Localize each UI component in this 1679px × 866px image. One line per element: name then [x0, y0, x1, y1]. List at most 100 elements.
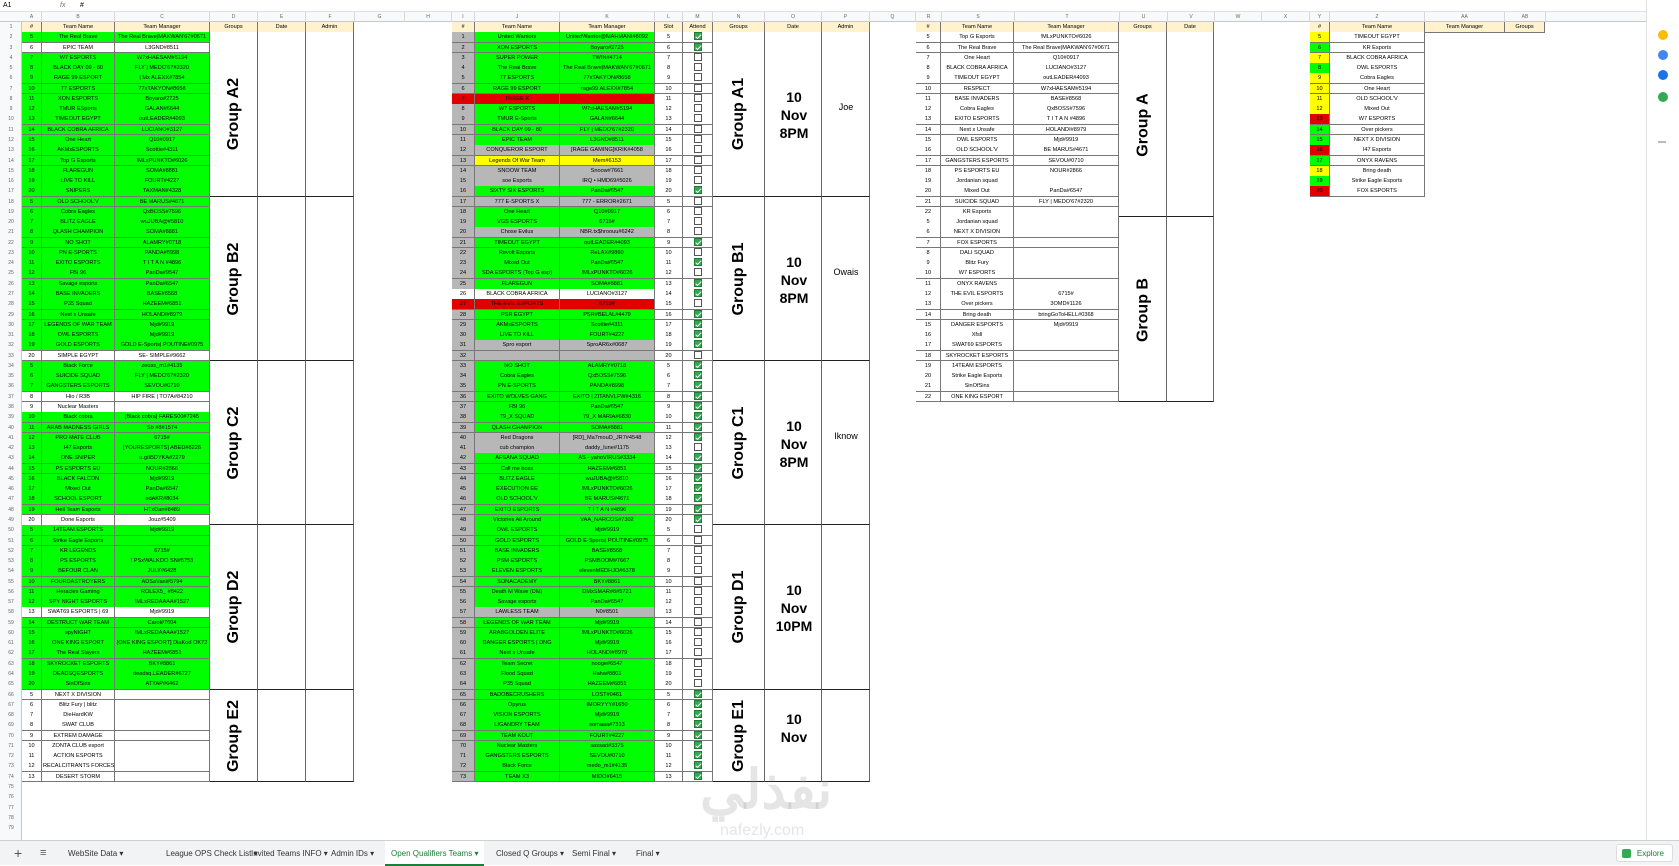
row-header[interactable]: 49 [8, 516, 14, 523]
team-manager[interactable]: HOLANDI#8979 [115, 309, 210, 321]
row-header[interactable]: 65 [8, 681, 14, 688]
row-header[interactable]: 34 [8, 362, 14, 369]
team-name[interactable]: FOX ESPORTS [941, 237, 1014, 249]
team-number[interactable]: 21 [916, 196, 941, 208]
right-header-cell[interactable]: Groups [1119, 22, 1167, 33]
slot-number[interactable]: 21 [452, 237, 475, 249]
team-number[interactable]: 14 [1310, 124, 1330, 136]
checkbox-icon[interactable] [693, 638, 702, 647]
row-header[interactable]: 18 [8, 198, 14, 205]
team-name[interactable]: W7 ESPORTS [475, 104, 560, 115]
attend-checkbox[interactable] [683, 258, 713, 269]
team-manager[interactable]: The Real Brave|MAKWAN'67#0671 [1014, 42, 1119, 54]
team-manager[interactable]: SOMA#8881 [115, 165, 210, 177]
team-number[interactable]: 20 [22, 186, 42, 198]
row-header[interactable]: 12 [8, 136, 14, 143]
group-cell[interactable] [713, 360, 765, 526]
team-name[interactable]: BLACK COBRA AFRICA [1330, 52, 1425, 64]
team-manager[interactable] [1014, 258, 1119, 269]
team-manager[interactable]: sassad#3375 [560, 740, 655, 752]
team-number[interactable]: 14 [22, 289, 42, 300]
row-header[interactable]: 53 [8, 558, 14, 565]
team-name[interactable]: OLD SCHOOL'V [475, 494, 560, 506]
team-manager[interactable]: Boyaro#2725 [115, 93, 210, 105]
team-manager[interactable]: Mjd#9919 [115, 330, 210, 341]
team-manager[interactable]: PSMBOOM#7667 [560, 556, 655, 567]
team-name[interactable]: BEFOUR CLAN [42, 566, 115, 578]
team-manager[interactable]: EXITO | ZITANVLFW#4316 [560, 391, 655, 403]
team-number[interactable]: 17 [22, 319, 42, 331]
team-name[interactable]: Mixed Out [42, 484, 115, 495]
team-name[interactable]: The Real Slayers [42, 648, 115, 660]
checkbox-icon[interactable] [693, 114, 702, 123]
team-name[interactable]: W7 ESPORTS [941, 268, 1014, 280]
slot-number[interactable]: 31 [452, 340, 475, 352]
team-name[interactable]: spyNIGHT [42, 627, 115, 639]
right-header-cell[interactable]: Date [1167, 22, 1214, 33]
slot-number[interactable]: 14 [452, 165, 475, 177]
checkbox-icon[interactable] [693, 761, 702, 770]
team-number[interactable]: 11 [22, 586, 42, 598]
team-name[interactable]: FBI 96 [42, 268, 115, 280]
row-header[interactable]: 46 [8, 486, 14, 493]
team-manager[interactable]: !MLxPUNKTO#6026 [560, 627, 655, 639]
team-manager[interactable]: PANDA#8998 [560, 381, 655, 393]
team-manager[interactable]: SOMA#8881 [560, 278, 655, 290]
team-manager[interactable] [1014, 268, 1119, 280]
checkbox-icon[interactable] [693, 330, 702, 339]
team-name[interactable]: EXITO ESPORTS [475, 504, 560, 516]
slot-number[interactable]: 38 [452, 412, 475, 424]
team-manager[interactable]: GALAN#6644 [115, 104, 210, 115]
slot-value[interactable]: 9 [655, 401, 683, 413]
row-header[interactable]: 32 [8, 342, 14, 349]
team-name[interactable]: SNOOW TEAM [475, 165, 560, 177]
team-name[interactable]: Mixed Out [941, 186, 1014, 198]
team-number[interactable]: 16 [22, 145, 42, 156]
attend-checkbox[interactable] [683, 165, 713, 177]
slot-number[interactable]: 3 [452, 52, 475, 64]
slot-value[interactable]: 15 [655, 627, 683, 639]
date-cell[interactable] [258, 525, 306, 690]
slot-number[interactable]: 4 [452, 63, 475, 74]
team-name[interactable]: SinOfSins [42, 679, 115, 691]
team-name[interactable]: DEADSQESPORTS [42, 669, 115, 680]
attend-checkbox[interactable] [683, 134, 713, 146]
team-name[interactable]: ONE SNIPER [42, 453, 115, 465]
team-name[interactable]: LIGANDRY TEAM [475, 720, 560, 732]
slot-number[interactable]: 25 [452, 278, 475, 290]
attend-checkbox[interactable] [683, 371, 713, 382]
checkbox-icon[interactable] [693, 730, 702, 739]
row-header[interactable]: 11 [8, 126, 14, 133]
team-number[interactable]: 15 [916, 134, 941, 146]
row-header[interactable]: 31 [8, 332, 14, 339]
team-number[interactable]: 8 [22, 227, 42, 239]
slot-number[interactable]: 52 [452, 556, 475, 567]
slot-value[interactable]: 10 [655, 740, 683, 752]
slot-value[interactable]: 11 [655, 422, 683, 434]
team-number[interactable]: 6 [916, 227, 941, 239]
team-manager[interactable] [1014, 237, 1119, 249]
team-name[interactable]: Victories All Around [475, 514, 560, 526]
group-cell[interactable] [210, 32, 258, 197]
team-name[interactable]: LIVE TO KILL [42, 176, 115, 187]
slot-number[interactable]: 55 [452, 586, 475, 598]
checkbox-icon[interactable] [693, 299, 702, 308]
attend-checkbox[interactable] [683, 473, 713, 485]
date-cell[interactable] [765, 525, 822, 690]
team-name[interactable]: OWL ESPORTS [475, 525, 560, 536]
team-name[interactable]: One Heart [475, 206, 560, 218]
slot-value[interactable]: 18 [655, 330, 683, 341]
row-header[interactable]: 42 [8, 445, 14, 452]
team-manager[interactable]: SE- SIMPLE#9662 [115, 350, 210, 362]
team-name[interactable]: EXITO ESPORTS [42, 258, 115, 269]
team-name[interactable]: One Heart [42, 134, 115, 146]
checkbox-icon[interactable] [693, 278, 702, 287]
slot-value[interactable]: 20 [655, 186, 683, 198]
group-cell[interactable] [210, 196, 258, 361]
team-manager[interactable] [115, 710, 210, 721]
team-name[interactable]: Team Secret [475, 658, 560, 670]
team-manager[interactable] [115, 535, 210, 547]
team-manager[interactable]: ! PSxWALKOO SN#5753 [115, 556, 210, 567]
slot-number[interactable]: 15 [452, 176, 475, 187]
team-number[interactable]: 19 [1310, 176, 1330, 187]
